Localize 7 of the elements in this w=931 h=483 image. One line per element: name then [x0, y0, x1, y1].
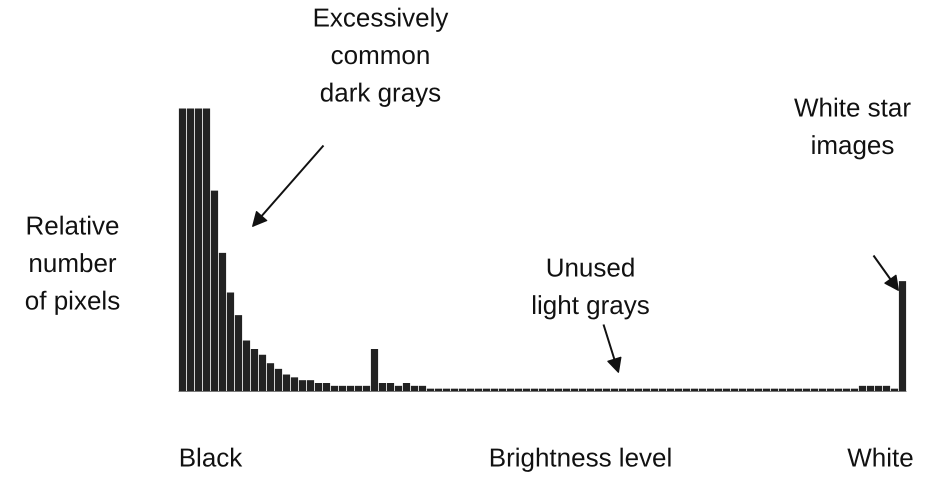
text: White [847, 442, 914, 472]
y-axis-title: Relative number of pixels [24, 210, 120, 316]
text: Black [178, 442, 244, 472]
annotation: White star images [794, 92, 912, 160]
x-axis-title: Brightness level [488, 442, 672, 472]
text: Excessively common dark grays [312, 2, 448, 108]
annotation: Unused light grays [531, 252, 650, 320]
